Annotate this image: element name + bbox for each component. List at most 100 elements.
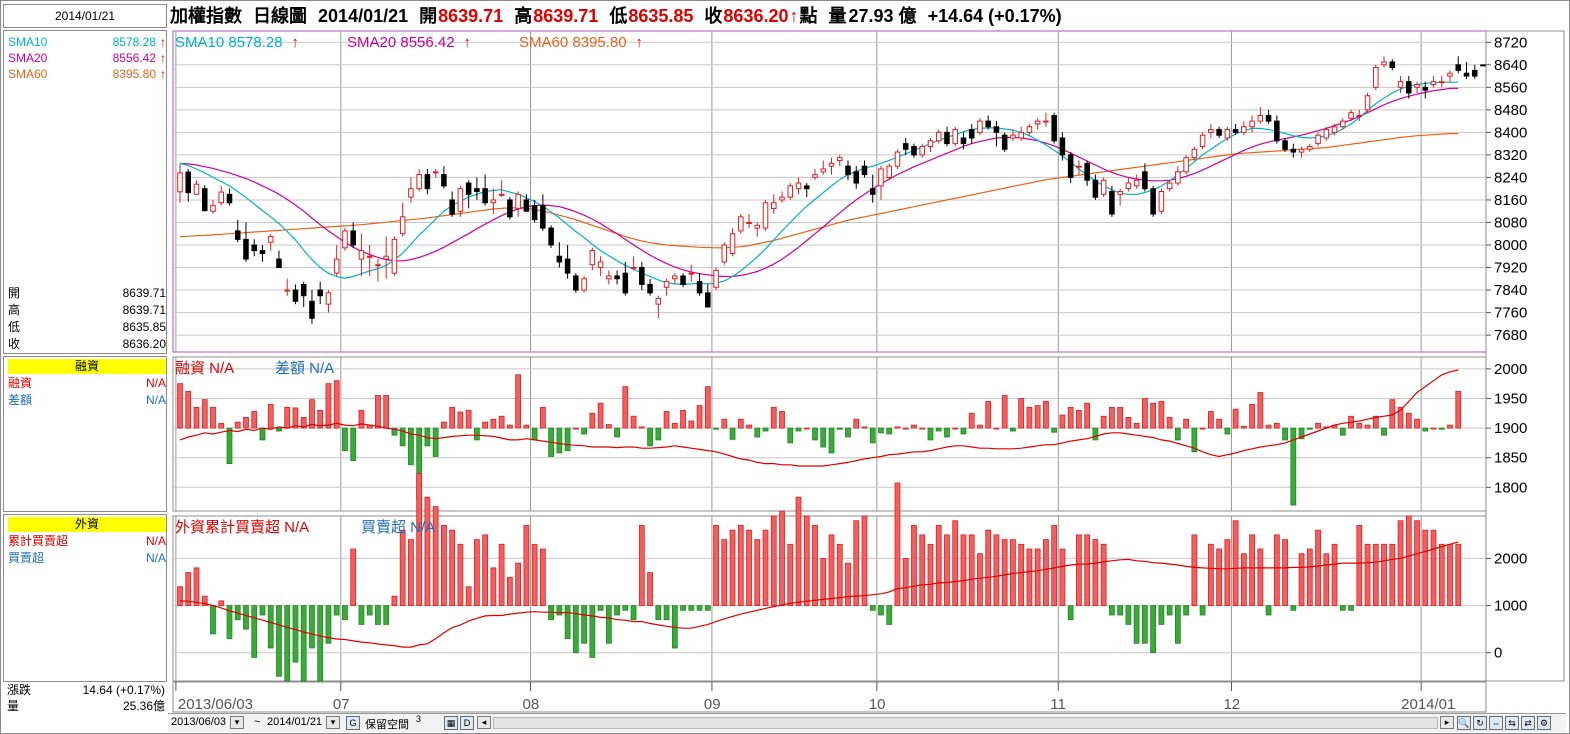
range-start[interactable]: 2013/06/03 [171,716,227,728]
margin-bar [828,427,835,454]
foreign-line [179,541,1459,648]
margin-bar [853,418,860,429]
y-tick-label: 8000 [1494,237,1527,254]
x-tick-label: 09 [704,696,721,713]
range-start-dropdown-button[interactable]: ▾ [230,716,244,729]
pane-frame [172,30,1487,353]
range-end-dropdown-button[interactable]: ▾ [326,716,340,729]
horizontal-scrollbar[interactable] [493,717,1438,729]
candle-body [795,182,802,190]
candle-body [1480,64,1486,67]
candle-body [779,196,785,201]
margin-bar [1183,418,1189,429]
foreign-bar [968,534,975,606]
foreign-bar [820,558,827,606]
margin-bar [597,402,604,429]
foreign-bar [1430,529,1437,606]
refresh-icon[interactable]: ↻ [1473,716,1487,730]
foreign-bar [861,515,868,606]
margin-bar [432,427,439,457]
candle-body [1026,126,1033,133]
foreign-bar [1224,539,1231,606]
foreign-bar [523,525,530,606]
zoom-icon[interactable]: 🔍 [1457,716,1471,730]
foreign-bar [1323,553,1330,606]
margin-bar [1306,427,1313,430]
margin-bar [1265,424,1272,429]
foreign-legend-1: 外資累計買賣超 N/A [175,519,309,536]
candle-body [1340,120,1346,128]
margin-line [179,369,1459,467]
foreign-bar [490,567,497,606]
candle-body [655,298,662,305]
y-tick-label: 1000 [1494,598,1527,615]
candle-body [498,193,505,196]
margin-bar [680,409,686,429]
margin-bar [1414,418,1420,429]
margin-bar [878,427,884,434]
legend-row-label: SMA60 [8,67,48,81]
margin-bar [1290,427,1297,506]
scroll-left-button[interactable]: ◂ [477,716,491,729]
candle-body [647,283,653,294]
foreign-bar [977,553,983,606]
foreign-bar [1117,605,1124,616]
margin-bar [812,427,818,441]
candle-body [284,289,290,292]
candle-body [985,120,991,128]
margin-bar [1117,406,1124,429]
candle-body [185,171,192,194]
margin-bar [779,411,785,429]
go-icon[interactable]: G [346,716,360,730]
foreign-bar [531,543,538,606]
foreign-bar [985,529,992,606]
margin-bar [886,427,893,435]
foreign-bar [911,525,917,606]
margin-bar [944,427,950,438]
legend-row-value: 8635.85 [122,320,166,334]
foreign-bar [333,605,340,616]
margin-bar [968,412,975,429]
margin-bar [663,411,670,429]
candle-body [589,250,596,266]
candle-body [1463,72,1470,77]
foreign-bar [210,605,216,635]
expand-icon[interactable]: ⇆ [1505,716,1519,730]
foreign-bar [1166,605,1173,616]
foreign-bar [1125,605,1132,625]
foreign-bar [1092,539,1099,606]
foreign-bar [375,605,381,625]
foreign-bar [383,605,390,625]
settings-icon[interactable]: ⚙ [1537,716,1551,730]
shrink-icon[interactable]: ⇔ [1489,716,1503,730]
candle-body [1191,148,1198,159]
candle-body [1471,69,1478,77]
foreign-bar [762,529,769,606]
candle-body [952,129,958,145]
foreign-bar [1414,520,1420,606]
top-date: 2014/01/21 [54,9,116,23]
foreign-bar [284,605,291,682]
margin-bar [746,424,752,429]
candle-body [226,193,233,204]
foreign-bar [449,529,456,606]
foreign-bar [737,525,744,606]
foreign-bar [869,605,876,611]
foreign-bar [680,605,686,611]
up-arrow-icon: ↑ [463,34,471,51]
margin-bar [1092,427,1099,441]
candle-body [1001,134,1008,150]
range-end[interactable]: 2014/01/21 [267,716,323,728]
margin-bar [935,427,942,432]
foreign-bar [812,525,818,606]
legend-row-label: 漲跌 [7,683,32,697]
candle-body [441,174,447,187]
margin-bar [894,426,901,429]
candle-body [977,120,983,133]
fit-icon[interactable]: ⇄ [1521,716,1535,730]
margin-bar [704,386,711,429]
scroll-right-button[interactable]: ▸ [1440,716,1454,729]
legend-row-label: SMA10 [8,35,48,49]
grid-icon[interactable]: ▦ [444,716,458,730]
data-icon[interactable]: D [460,716,474,730]
